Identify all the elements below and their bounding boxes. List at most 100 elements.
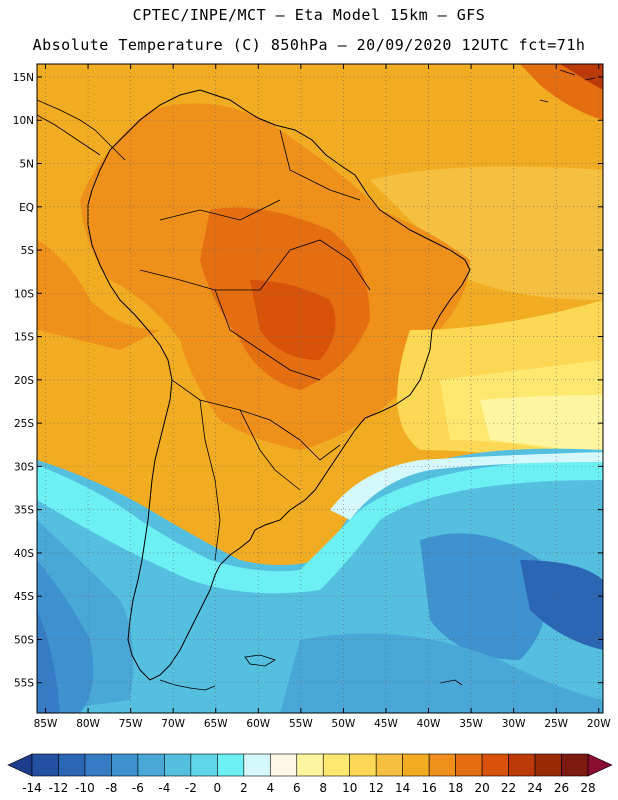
map-frame: [36, 63, 604, 714]
colorbar-label: 4: [266, 781, 274, 795]
colorbar-segment: [322, 753, 351, 777]
lat-label: 45S: [14, 591, 34, 603]
colorbar-segment: [561, 753, 589, 777]
field-pacific-band: [37, 240, 160, 350]
colorbar-label: 12: [369, 781, 384, 795]
colorbar-segment: [164, 753, 192, 777]
colorbar-label: 28: [580, 781, 595, 795]
lon-label: 65W: [204, 718, 228, 730]
colorbar-label: 18: [448, 781, 463, 795]
colorbar-label: 26: [554, 781, 569, 795]
lon-label: 40W: [417, 718, 441, 730]
field-se-pale: [480, 395, 603, 455]
lat-label: 5S: [21, 245, 35, 257]
colorbar-segment: [481, 753, 509, 777]
lat-label: 20S: [14, 375, 34, 387]
title-line-1: CPTEC/INPE/MCT – Eta Model 15km – GFS: [132, 6, 486, 24]
colorbar-label: 22: [501, 781, 516, 795]
colorbar-segment: [137, 753, 165, 777]
colorbar-segment: [402, 753, 430, 777]
colorbar-segment: [84, 753, 112, 777]
lat-label: 15S: [14, 332, 34, 344]
tierra-del-fuego: [159, 679, 216, 691]
colorbar-label: 14: [395, 781, 410, 795]
colorbar-label: -14: [22, 781, 42, 795]
colorbar-label: 16: [422, 781, 437, 795]
colorbar-segment: [455, 753, 483, 777]
lat-label: 10S: [14, 288, 34, 300]
field-sw-coldest: [37, 610, 60, 713]
colorbar-segment: [534, 753, 562, 777]
lat-label: 40S: [14, 548, 34, 560]
lat-label: 15N: [13, 72, 34, 84]
lat-label: EQ: [19, 202, 34, 214]
lat-label: 30S: [14, 461, 34, 473]
colorbar-label: 2: [240, 781, 248, 795]
colorbar-segment: [111, 753, 139, 777]
colorbar-segment: [190, 753, 218, 777]
lon-label: 50W: [332, 718, 356, 730]
central-america-coastline: [37, 99, 126, 161]
colorbar-label: -6: [132, 781, 144, 795]
lon-label: 20W: [587, 718, 611, 730]
caribbean-islands: [539, 69, 596, 103]
lon-label: 70W: [161, 718, 185, 730]
field-drake-cold: [280, 633, 603, 713]
colorbar-segment: [428, 753, 456, 777]
colorbar-label: -4: [158, 781, 170, 795]
colorbar-segment: [269, 753, 298, 777]
lat-label: 25S: [14, 418, 34, 430]
colorbar-over-triangle: [587, 753, 613, 777]
lon-label: 25W: [544, 718, 568, 730]
lon-label: 30W: [502, 718, 526, 730]
lon-label: 75W: [119, 718, 143, 730]
lon-label: 80W: [76, 718, 100, 730]
field-south-atl-cold: [420, 533, 547, 660]
south-america-coastline: [87, 89, 471, 681]
field-front-edge: [330, 452, 603, 520]
colorbar-label: 20: [474, 781, 489, 795]
colorbar-label: -8: [105, 781, 117, 795]
colorbar-segment: [243, 753, 271, 777]
colorbar-segment: [31, 753, 59, 777]
colorbar-label: -10: [75, 781, 95, 795]
lon-label: 60W: [246, 718, 270, 730]
field-south-atl-colder: [520, 560, 603, 650]
colorbar-segment: [349, 753, 377, 777]
lon-label: 55W: [289, 718, 313, 730]
colorbar-label: -12: [49, 781, 69, 795]
country-borders: [139, 129, 371, 561]
colorbar-label: -2: [185, 781, 197, 795]
graticule: [37, 64, 603, 713]
lat-label: 10N: [13, 115, 34, 127]
colorbar-label: 24: [527, 781, 542, 795]
lon-label: 45W: [374, 718, 398, 730]
temperature-field: [37, 64, 603, 713]
colorbar-segment: [58, 753, 86, 777]
colorbar-label: 10: [342, 781, 357, 795]
field-ne-corner: [520, 64, 603, 120]
colorbar-segment: [217, 753, 245, 777]
south-georgia: [439, 679, 463, 686]
lat-label: 35S: [14, 505, 34, 517]
falkland-islands: [244, 654, 276, 667]
lat-label: 50S: [14, 634, 34, 646]
field-cold-front: [37, 460, 603, 594]
title-line-2: Absolute Temperature (C) 850hPa – 20/09/…: [32, 36, 586, 54]
longitude-axis: 85W 80W 75W 70W 65W 60W 55W 50W 45W 40W 35W 30W 25W 2…: [34, 64, 611, 730]
lon-label: 35W: [459, 718, 483, 730]
colorbar-segment: [296, 753, 324, 777]
field-hottest: [250, 280, 336, 360]
latitude-axis: 15N 10N 5N EQ 5S 10S 15S 20S 25S 30S 35S 40S 45S 50S 5…: [13, 72, 603, 690]
colorbar-label: 6: [293, 781, 301, 795]
lat-label: 55S: [14, 678, 34, 690]
colorbar-label: 8: [319, 781, 327, 795]
colorbar: -14 -12 -10 -8 -6 -4 -2 0 2 4 6 8 10 12 14 16 18 20 22 24 26…: [7, 753, 613, 795]
lon-label: 85W: [34, 718, 58, 730]
colorbar-segment: [375, 753, 403, 777]
colorbar-under-triangle: [7, 753, 33, 777]
colorbar-label: 0: [214, 781, 222, 795]
colorbar-segment: [508, 753, 536, 777]
lat-label: 5N: [19, 159, 34, 171]
